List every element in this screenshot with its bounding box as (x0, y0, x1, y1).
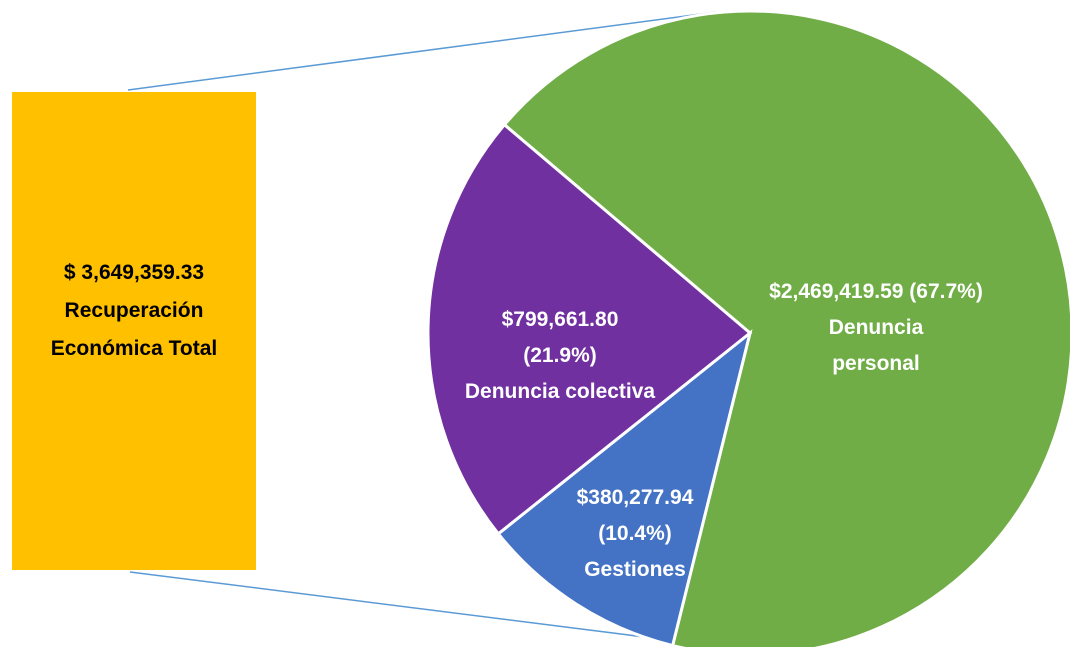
slice-label: $2,469,419.59 (67.7%) Denuncia personal (716, 274, 1036, 382)
slice-label: $380,277.94 (10.4%) Gestiones (515, 480, 755, 588)
total-label: $ 3,649,359.33 Recuperación Económica Tot… (24, 254, 244, 368)
percent-label: (10.4%) (598, 522, 672, 545)
total-value: $ 3,649,359.33 (63, 261, 205, 284)
pie-slice (426, 122, 753, 536)
category-label: Gestiones (584, 558, 686, 581)
category-label: Denuncia colectiva (464, 380, 656, 403)
category-label: Denuncia personal (828, 316, 924, 375)
value-label: $380,277.94 (576, 486, 694, 509)
connector (129, 571, 685, 643)
slice-label: $799,661.80 (21.9%) Denuncia colectiva (430, 302, 690, 410)
value-label: $2,469,419.59 (769, 280, 904, 303)
pie-slice (496, 329, 753, 647)
connector (127, 11, 717, 91)
percent-label: (21.9%) (523, 344, 597, 367)
pie-slice (502, 9, 1070, 647)
total-box (12, 92, 256, 570)
percent-label: (67.7%) (909, 280, 983, 303)
value-label: $799,661.80 (501, 308, 619, 331)
total-caption: Recuperación Económica Total (50, 299, 218, 360)
